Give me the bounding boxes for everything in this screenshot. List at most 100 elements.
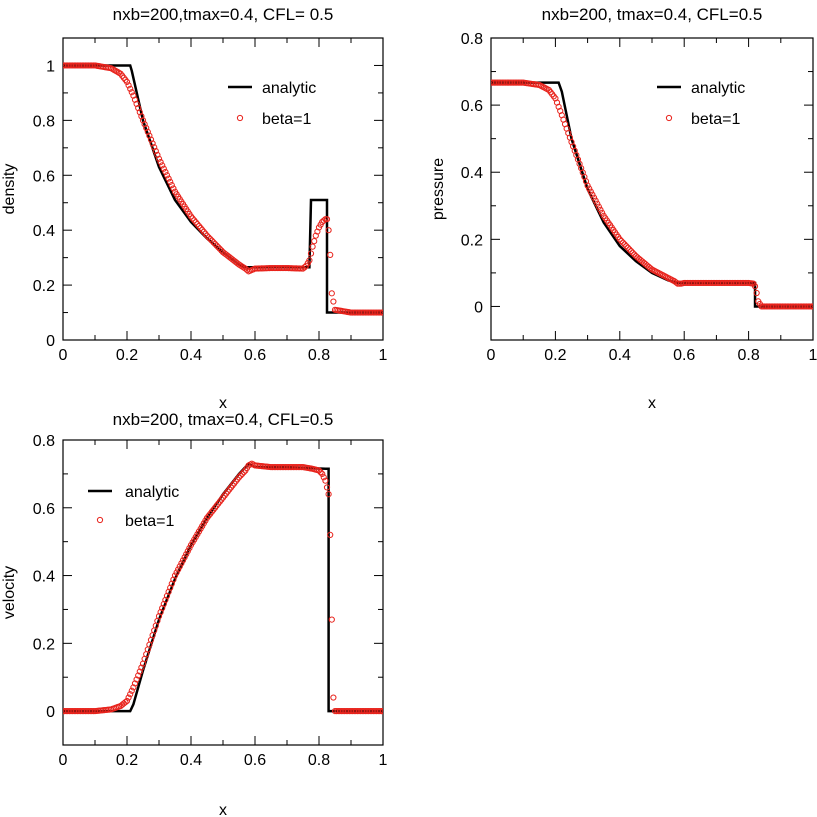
y-tick-label: 0 bbox=[46, 704, 55, 721]
data-point bbox=[130, 684, 137, 691]
data-point bbox=[598, 209, 606, 216]
data-point bbox=[753, 289, 760, 297]
data-point bbox=[595, 203, 602, 210]
data-point bbox=[325, 491, 332, 498]
data-point bbox=[197, 224, 204, 232]
y-axis-label: pressure bbox=[430, 158, 447, 220]
y-axis-label: velocity bbox=[1, 566, 18, 619]
data-point bbox=[184, 548, 191, 555]
data-point bbox=[162, 596, 169, 604]
data-point bbox=[167, 178, 174, 185]
data-point bbox=[138, 113, 145, 120]
data-point bbox=[319, 470, 326, 477]
data-point bbox=[629, 249, 636, 256]
y-tick-label: 0.8 bbox=[461, 31, 483, 48]
x-tick-label: 1 bbox=[379, 347, 388, 364]
chart-title: nxb=200,tmax=0.4, CFL= 0.5 bbox=[113, 5, 334, 24]
x-axis-label: x bbox=[219, 395, 227, 412]
data-point bbox=[159, 162, 166, 169]
data-point bbox=[160, 600, 167, 608]
data-point bbox=[205, 234, 212, 241]
series-line-analytic bbox=[63, 462, 383, 713]
data-point bbox=[584, 182, 591, 189]
data-point bbox=[327, 531, 334, 538]
data-point bbox=[213, 242, 220, 249]
data-point bbox=[136, 668, 143, 675]
data-point bbox=[235, 474, 243, 481]
data-point bbox=[122, 699, 129, 706]
data-point bbox=[379, 309, 383, 316]
data-point bbox=[143, 124, 150, 132]
legend: analytic beta=1 bbox=[228, 80, 316, 128]
data-point bbox=[163, 592, 171, 599]
data-point bbox=[323, 216, 331, 223]
data-point bbox=[586, 185, 593, 192]
data-point bbox=[330, 694, 337, 701]
data-point bbox=[154, 151, 161, 159]
data-point bbox=[587, 188, 594, 195]
y-tick-label: 0.6 bbox=[33, 168, 55, 185]
data-point bbox=[309, 243, 316, 250]
data-point bbox=[178, 560, 185, 567]
data-point bbox=[168, 580, 175, 587]
legend-marker-swatch bbox=[236, 114, 244, 122]
data-point bbox=[320, 474, 327, 481]
data-point bbox=[157, 609, 164, 616]
data-point bbox=[619, 239, 627, 246]
data-point bbox=[179, 557, 187, 564]
y-tick-label: 1 bbox=[46, 58, 55, 75]
data-point bbox=[155, 155, 163, 162]
data-point bbox=[330, 298, 337, 305]
data-point bbox=[130, 92, 137, 99]
data-point bbox=[618, 237, 625, 245]
data-point bbox=[195, 222, 203, 230]
data-point bbox=[173, 569, 180, 576]
data-point bbox=[237, 472, 244, 479]
data-point bbox=[135, 104, 142, 112]
data-point bbox=[314, 228, 321, 235]
data-point bbox=[323, 484, 331, 491]
data-point bbox=[311, 238, 318, 245]
data-point bbox=[165, 175, 172, 182]
data-point bbox=[751, 283, 759, 290]
data-point bbox=[136, 109, 143, 116]
data-point bbox=[131, 680, 139, 687]
legend: analytic beta=1 bbox=[657, 80, 745, 128]
data-point bbox=[215, 244, 222, 251]
data-point bbox=[168, 182, 175, 189]
legend-label: beta=1 bbox=[125, 513, 174, 530]
legend-label: analytic bbox=[125, 484, 179, 501]
data-point bbox=[123, 78, 131, 86]
series-line-analytic bbox=[63, 64, 383, 314]
data-point bbox=[200, 228, 207, 235]
data-point bbox=[590, 194, 598, 201]
data-point bbox=[189, 215, 196, 222]
data-point bbox=[621, 241, 628, 248]
data-point bbox=[135, 672, 142, 679]
y-tick-label: 0.8 bbox=[33, 433, 55, 450]
x-tick-label: 0.4 bbox=[180, 752, 202, 769]
data-point bbox=[146, 132, 153, 139]
legend-marker-swatch bbox=[665, 114, 673, 122]
data-point bbox=[141, 121, 148, 128]
y-tick-label: 0.8 bbox=[33, 113, 55, 130]
data-point bbox=[623, 242, 630, 250]
data-point bbox=[123, 697, 131, 705]
data-point bbox=[216, 245, 223, 252]
x-tick-label: 0.4 bbox=[609, 347, 631, 364]
data-point bbox=[307, 250, 315, 257]
x-tick-label: 0.6 bbox=[244, 347, 266, 364]
chart-panel-3: 0 0.2 0.4 0.6 0.8 1 0 0.2 0.4 0.6 0.8 nxb=200, tmax… bbox=[1, 410, 388, 817]
data-point bbox=[208, 237, 215, 244]
data-point bbox=[239, 470, 246, 477]
data-point bbox=[315, 467, 323, 474]
data-point bbox=[127, 85, 134, 92]
data-point bbox=[627, 247, 635, 255]
legend: analytic beta=1 bbox=[88, 484, 179, 530]
y-tick-label: 0.4 bbox=[33, 223, 55, 240]
x-tick-label: 0 bbox=[59, 752, 68, 769]
y-tick-label: 0.4 bbox=[461, 165, 483, 182]
y-tick-label: 0 bbox=[46, 333, 55, 350]
data-point bbox=[616, 236, 623, 243]
data-point bbox=[165, 588, 172, 595]
